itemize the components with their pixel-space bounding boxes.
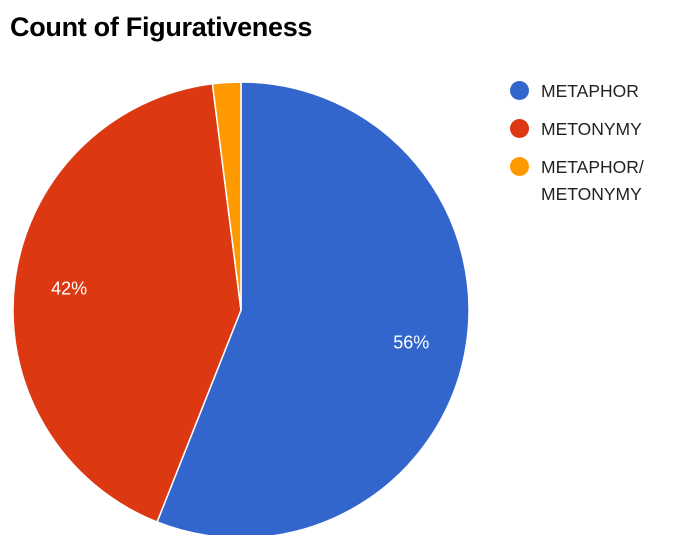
slice-label-metaphor: 56% (393, 332, 429, 352)
pie-slices (12, 81, 470, 535)
slice-label-metonymy: 42% (51, 278, 87, 298)
legend-item-metaphor[interactable]: METAPHOR (510, 78, 681, 105)
pie-slice-metaphor-metonymy[interactable] (211, 81, 242, 311)
chart-title: Count of Figurativeness (10, 12, 313, 42)
legend-swatch-metaphor-metonymy (510, 157, 529, 176)
pie-slice-metonymy[interactable] (12, 82, 242, 523)
legend-swatch-metaphor (510, 81, 529, 100)
legend: METAPHOR METONYMY METAPHOR/ METONYMY (510, 78, 681, 219)
pie-slice-metaphor[interactable] (156, 81, 470, 535)
legend-label-metaphor: METAPHOR (541, 81, 639, 101)
legend-label-metonymy: METONYMY (541, 119, 642, 139)
pie-labels: 56% 42% (51, 278, 429, 352)
legend-label-metaphor-metonymy: METAPHOR/ METONYMY (541, 157, 644, 204)
legend-swatch-metonymy (510, 119, 529, 138)
legend-item-metaphor-metonymy[interactable]: METAPHOR/ METONYMY (510, 154, 681, 208)
legend-item-metonymy[interactable]: METONYMY (510, 116, 681, 143)
